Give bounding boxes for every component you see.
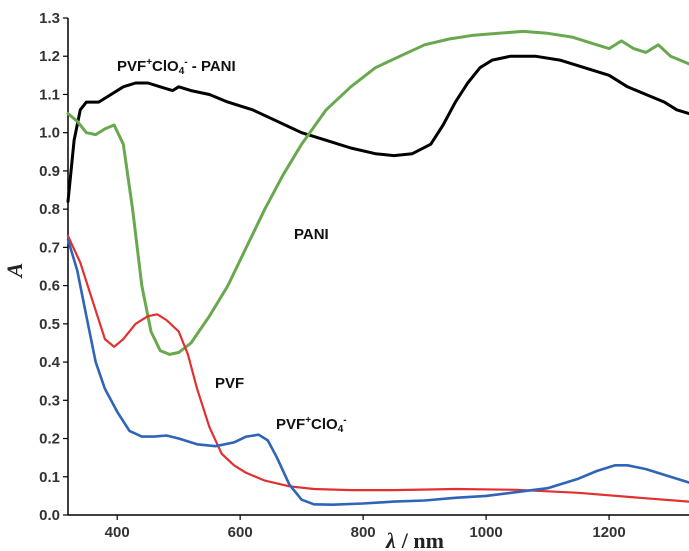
- label-pvf-clo4-sub: 4: [338, 424, 344, 435]
- x-axis-label: λ / nm: [385, 528, 444, 551]
- x-tick-label-2: 800: [351, 524, 376, 541]
- label-composite-sup1: +: [146, 57, 152, 68]
- label-pani: PANI: [294, 226, 329, 243]
- label-pvf-clo4-sup1: +: [305, 415, 311, 426]
- label-pvf-clo4-sup2: -: [343, 415, 346, 426]
- y-tick-label-6: 0.6: [39, 278, 60, 295]
- y-tick-label-4: 0.4: [39, 354, 61, 371]
- label-composite: PVF+ClO4- - PANI: [117, 57, 236, 77]
- y-tick-label-8: 0.8: [39, 201, 60, 218]
- y-tick-label-0: 0.0: [39, 507, 60, 524]
- x-tick-label-0: 400: [105, 524, 130, 541]
- series-line-3: [66, 238, 689, 507]
- y-tick-label-1: 0.1: [39, 469, 60, 486]
- y-tick-label-13: 1.3: [39, 10, 60, 27]
- y-ticks: 0.0 0.1 0.2 0.3 0.4 0.5 0.6 0.7 0.8 0.9 1.0 1.1 1.2 1…: [39, 10, 68, 524]
- x-axis-unit: / nm: [401, 528, 444, 551]
- x-tick-label-3: 1000: [469, 524, 502, 541]
- label-composite-sub: 4: [179, 66, 185, 77]
- y-tick-label-2: 0.2: [39, 431, 60, 448]
- label-pvf-clo4-main: PVF: [276, 416, 305, 433]
- series-line-1: [66, 29, 689, 356]
- y-tick-label-5: 0.5: [39, 316, 60, 333]
- series-line-0: [66, 54, 689, 203]
- axes: [67, 18, 689, 516]
- x-axis-symbol: λ: [385, 528, 396, 551]
- x-ticks: 400 600 800 1000 1200: [105, 515, 626, 541]
- x-tick-label-4: 1200: [592, 524, 625, 541]
- series-lines: [66, 29, 689, 507]
- y-tick-label-11: 1.1: [39, 86, 60, 103]
- label-pvf-clo4: PVF+ClO4-: [276, 415, 347, 435]
- y-tick-label-10: 1.0: [39, 125, 60, 142]
- x-tick-label-1: 600: [228, 524, 253, 541]
- label-pvf: PVF: [215, 375, 244, 392]
- label-pvf-clo4-mid: ClO: [311, 416, 338, 433]
- y-axis-label: A: [2, 263, 27, 280]
- series-line-2: [66, 234, 689, 503]
- y-tick-label-12: 1.2: [39, 48, 60, 65]
- label-composite-sup2: -: [184, 57, 187, 68]
- y-tick-label-7: 0.7: [39, 239, 60, 256]
- y-tick-label-3: 0.3: [39, 392, 60, 409]
- label-composite-tail: - PANI: [188, 58, 236, 75]
- label-composite-mid: ClO: [152, 58, 179, 75]
- label-composite-main: PVF: [117, 58, 146, 75]
- y-tick-label-9: 0.9: [39, 163, 60, 180]
